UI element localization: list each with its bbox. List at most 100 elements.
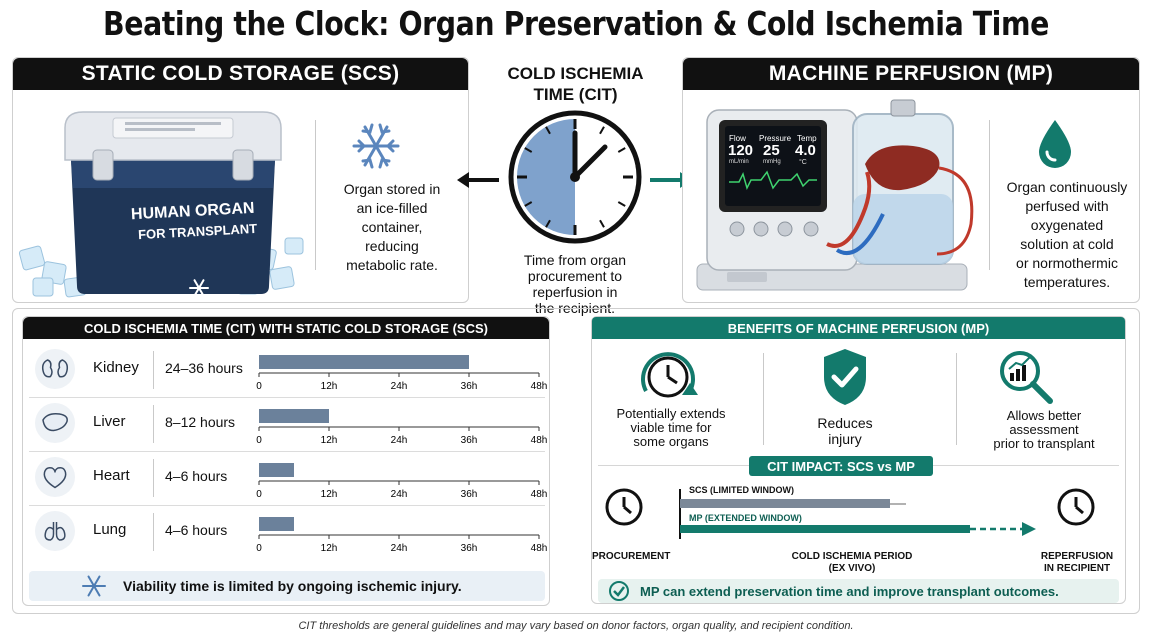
droplet-icon [1039, 120, 1071, 168]
x-tick-label: 24h [391, 435, 408, 446]
screen-flow-value: 120 [728, 142, 754, 159]
mp-benefits-panel: BENEFITS OF MACHINE PERFUSION (MP) Poten… [591, 316, 1126, 604]
chart-row: Liver 8–12 hours 0 12h 24h 36h 48h [23, 397, 551, 451]
reperfusion-clock-icon [1057, 488, 1095, 526]
benefit-extends-time: Potentially extends viable time for some… [602, 407, 740, 449]
x-tick-label: 36h [461, 543, 478, 554]
cit-desc-line: procurement to [527, 268, 623, 284]
organ-name: Lung [93, 521, 127, 538]
x-tick-label: 48h [531, 381, 548, 392]
x-tick-label: 12h [321, 543, 338, 554]
scs-description: Organ stored in an ice-filled container,… [323, 180, 461, 275]
cit-title-line1: COLD ISCHEMIA [507, 64, 644, 83]
cooler-illustration [18, 111, 304, 298]
cit-impact-heading: CIT IMPACT: SCS vs MP [749, 456, 933, 476]
mp-footer-note: MP can extend preservation time and impr… [598, 579, 1119, 603]
x-tick-label: 12h [321, 381, 338, 392]
period-line1: COLD ISCHEMIA PERIOD [791, 551, 913, 562]
snowflake-icon [352, 123, 400, 169]
snowflake-icon [82, 575, 106, 597]
screen-temp-value: 4.0 [795, 142, 816, 159]
screen-temp-label: Temp [797, 134, 817, 143]
page-title: Beating the Clock: Organ Preservation & … [103, 4, 1049, 43]
benefit-reduces-injury: Reduces injury [782, 415, 908, 447]
x-tick-label: 36h [461, 489, 478, 500]
screen-flow-unit: mL/min [729, 159, 749, 165]
cit-desc-line: reperfusion in [532, 284, 618, 300]
cit-title-line2: TIME (CIT) [533, 85, 618, 104]
chart-row: Kidney 24–36 hours 0 12h 24h 36h 48h [23, 343, 551, 397]
benefits-heading: BENEFITS OF MACHINE PERFUSION (MP) [592, 317, 1125, 339]
cit-timeline [679, 489, 1036, 539]
kidney-icon [35, 349, 75, 389]
scs-desc-line: reducing [365, 238, 419, 254]
x-tick-label: 0 [256, 543, 262, 554]
period-line2: (EX VIVO) [828, 563, 876, 574]
organ-cit-label: 4–6 hours [165, 522, 228, 538]
organ-cit-label: 4–6 hours [165, 468, 228, 484]
cit-scs-chart: COLD ISCHEMIA TIME (CIT) WITH STATIC COL… [22, 316, 550, 606]
x-tick-label: 24h [391, 381, 408, 392]
organ-cit-label: 8–12 hours [165, 414, 236, 430]
cit-footer-note: Viability time is limited by ongoing isc… [29, 571, 545, 601]
scs-heading: STATIC COLD STORAGE (SCS) [13, 58, 468, 90]
benefit-assessment: Allows better assessment prior to transp… [964, 409, 1124, 451]
procurement-label: PROCUREMENT [592, 551, 671, 562]
x-tick-label: 24h [391, 543, 408, 554]
bar-axis: 0 12h 24h 36h 48h [256, 409, 548, 446]
x-tick-label: 36h [461, 381, 478, 392]
x-tick-label: 48h [531, 489, 548, 500]
cit-description: Time from organ procurement to reperfusi… [505, 252, 645, 316]
procurement-clock-icon [605, 488, 643, 526]
bar-heart [259, 463, 294, 477]
mp-panel: MACHINE PERFUSION (MP) Flow 120 mL/min P… [682, 57, 1140, 303]
benefit-line: some organs [633, 434, 709, 449]
x-tick-label: 0 [256, 489, 262, 500]
benefit-line: Allows better [1006, 408, 1082, 423]
x-tick-label: 0 [256, 435, 262, 446]
perfusion-machine-illustration [696, 99, 974, 291]
x-tick-label: 48h [531, 543, 548, 554]
disclaimer: CIT thresholds are general guidelines an… [298, 620, 854, 632]
organ-name: Kidney [93, 359, 139, 376]
arrow-left-icon [457, 172, 499, 188]
magnifier-chart-icon [1000, 351, 1053, 404]
screen-pressure-unit: mmHg [763, 159, 781, 165]
scs-desc-line: an ice-filled [356, 200, 428, 216]
lung-icon [35, 511, 75, 551]
screen-pressure-label: Pressure [759, 134, 792, 143]
check-circle-icon [609, 581, 629, 601]
lower-frame [12, 308, 1140, 614]
liver-icon [35, 403, 75, 443]
bar-axis: 0 12h 24h 36h 48h [256, 517, 548, 554]
reperfusion-label: REPERFUSION IN RECIPIENT [1032, 551, 1122, 575]
benefit-line: viable time for [630, 420, 712, 435]
x-tick-label: 0 [256, 381, 262, 392]
x-tick-label: 24h [391, 489, 408, 500]
scs-desc-line: metabolic rate. [346, 257, 438, 273]
mp-desc-line: perfused with [1025, 198, 1109, 214]
x-tick-label: 12h [321, 489, 338, 500]
x-tick-label: 12h [321, 435, 338, 446]
cit-chart-heading: COLD ISCHEMIA TIME (CIT) WITH STATIC COL… [23, 317, 549, 339]
bar-axis: 0 12h 24h 36h 48h [256, 355, 548, 392]
x-tick-label: 48h [531, 435, 548, 446]
organ-name: Liver [93, 413, 126, 430]
mp-description: Organ continuously perfused with oxygena… [995, 178, 1139, 292]
cit-title: COLD ISCHEMIA TIME (CIT) [488, 63, 663, 105]
heart-icon [35, 457, 75, 497]
scs-desc-line: container, [361, 219, 423, 235]
shield-check-icon [824, 349, 866, 405]
benefit-line: Reduces [817, 415, 873, 431]
organ-cit-label: 24–36 hours [165, 360, 243, 376]
x-tick-label: 36h [461, 435, 478, 446]
organ-name: Heart [93, 467, 130, 484]
bar-liver [259, 409, 329, 423]
screen-flow-label: Flow [729, 134, 746, 143]
benefit-line: assessment [1009, 422, 1079, 437]
screen-temp-unit: °C [799, 159, 807, 166]
chart-row: Lung 4–6 hours 0 12h 24h 36h 48h [23, 505, 551, 559]
reperfusion-line1: REPERFUSION [1040, 551, 1114, 562]
mp-footer-text: MP can extend preservation time and impr… [640, 583, 1059, 599]
bar-axis: 0 12h 24h 36h 48h [256, 463, 548, 500]
